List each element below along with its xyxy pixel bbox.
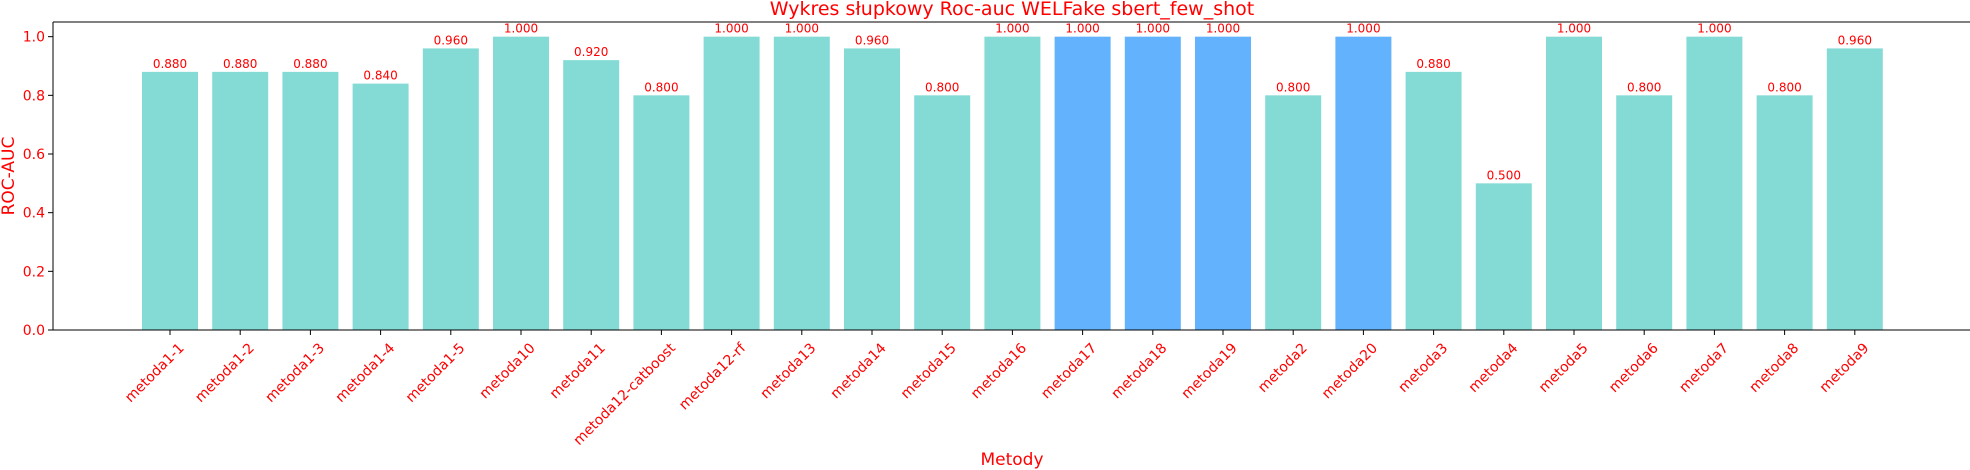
y-tick-label: 0.2	[23, 264, 45, 280]
bar-metoda12-catboost	[633, 95, 690, 330]
value-label: 0.880	[223, 57, 257, 71]
value-label: 1.000	[504, 22, 538, 36]
bar-metoda14	[844, 48, 900, 331]
bar-metoda1-4	[352, 83, 409, 330]
bar-metoda1-2	[212, 71, 269, 330]
bar-metoda19	[1195, 36, 1251, 331]
value-label: 1.000	[714, 22, 748, 36]
value-label: 1.000	[995, 22, 1029, 36]
bar-metoda16	[984, 36, 1041, 331]
x-tick-label: metoda10	[477, 340, 539, 402]
y-tick-label: 1.0	[23, 30, 45, 46]
value-label: 0.920	[574, 45, 608, 59]
bar-metoda17	[1054, 36, 1111, 331]
x-tick-label: metoda8	[1747, 340, 1803, 396]
value-label: 1.000	[1065, 22, 1099, 36]
bar-metoda10	[493, 36, 549, 331]
bar-metoda9	[1826, 48, 1883, 331]
y-tick-label: 0.8	[23, 88, 45, 104]
value-label: 0.880	[1416, 57, 1450, 71]
x-tick-label: metoda1-3	[263, 340, 329, 406]
x-tick-label: metoda1-2	[192, 340, 258, 406]
bar-metoda15	[914, 95, 971, 330]
plot-area: 0.880 metoda1-1 0.880 metoda1-2 0.880 metoda1…	[23, 21, 1970, 449]
chart-title: Wykres słupkowy Roc-auc WELFake sbert_fe…	[770, 0, 1254, 20]
value-label: 0.960	[434, 33, 468, 47]
value-label: 0.500	[1487, 168, 1521, 182]
x-tick-label: metoda14	[828, 340, 890, 402]
x-tick-label: metoda15	[898, 340, 960, 402]
y-tick-label: 0.6	[23, 147, 45, 163]
value-label: 1.000	[1136, 22, 1170, 36]
value-label: 0.960	[1838, 33, 1872, 47]
x-axis-title: Metody	[980, 450, 1043, 470]
bar-metoda7	[1686, 36, 1743, 331]
x-tick-label: metoda1-5	[403, 340, 469, 406]
x-tick-label: metoda2	[1255, 340, 1311, 396]
y-tick-label: 0.0	[23, 323, 45, 339]
x-tick-label: metoda7	[1676, 340, 1732, 396]
value-label: 1.000	[1697, 22, 1731, 36]
value-label: 0.800	[1276, 80, 1310, 94]
x-tick-label: metoda16	[968, 340, 1030, 402]
bar-metoda5	[1546, 36, 1602, 331]
value-label: 1.000	[785, 22, 819, 36]
x-tick-label: metoda18	[1108, 340, 1170, 402]
x-tick-label: metoda4	[1466, 340, 1522, 396]
x-tick-label: metoda19	[1179, 340, 1241, 402]
bar-metoda4	[1475, 183, 1532, 330]
value-label: 1.000	[1346, 22, 1380, 36]
bar-metoda8	[1756, 95, 1813, 330]
value-label: 1.000	[1557, 22, 1591, 36]
value-label: 1.000	[1206, 22, 1240, 36]
bar-metoda13	[773, 36, 830, 331]
y-tick-label: 0.4	[23, 206, 45, 222]
value-label: 0.840	[363, 69, 397, 83]
value-label: 0.880	[153, 57, 187, 71]
bar-metoda18	[1124, 36, 1181, 331]
x-tick-label: metoda5	[1536, 340, 1592, 396]
bar-metoda3	[1405, 71, 1462, 330]
bar-metoda1-3	[282, 71, 339, 330]
y-axis-title: ROC-AUC	[0, 137, 19, 216]
x-tick-label: metoda6	[1606, 340, 1662, 396]
bar-metoda12-rf	[703, 36, 760, 331]
bar-metoda2	[1265, 95, 1322, 330]
value-label: 0.960	[855, 33, 889, 47]
x-tick-label: metoda11	[547, 340, 609, 402]
x-tick-label: metoda20	[1319, 340, 1381, 402]
bar-metoda1-1	[142, 71, 198, 330]
x-tick-label: metoda12-rf	[676, 340, 750, 414]
bar-metoda20	[1335, 36, 1392, 331]
bar-metoda1-5	[422, 48, 479, 331]
x-tick-label: metoda17	[1038, 340, 1100, 402]
value-label: 0.880	[293, 57, 327, 71]
x-tick-label: metoda3	[1396, 340, 1452, 396]
bar-metoda6	[1616, 95, 1673, 330]
x-tick-label: metoda9	[1817, 340, 1873, 396]
bar-metoda11	[563, 60, 620, 331]
value-label: 0.800	[644, 80, 678, 94]
x-tick-label: metoda1-1	[122, 340, 188, 406]
x-tick-label: metoda13	[757, 340, 819, 402]
value-label: 0.800	[925, 80, 959, 94]
value-label: 0.800	[1767, 80, 1801, 94]
value-label: 0.800	[1627, 80, 1661, 94]
x-tick-label: metoda1-4	[333, 340, 399, 406]
